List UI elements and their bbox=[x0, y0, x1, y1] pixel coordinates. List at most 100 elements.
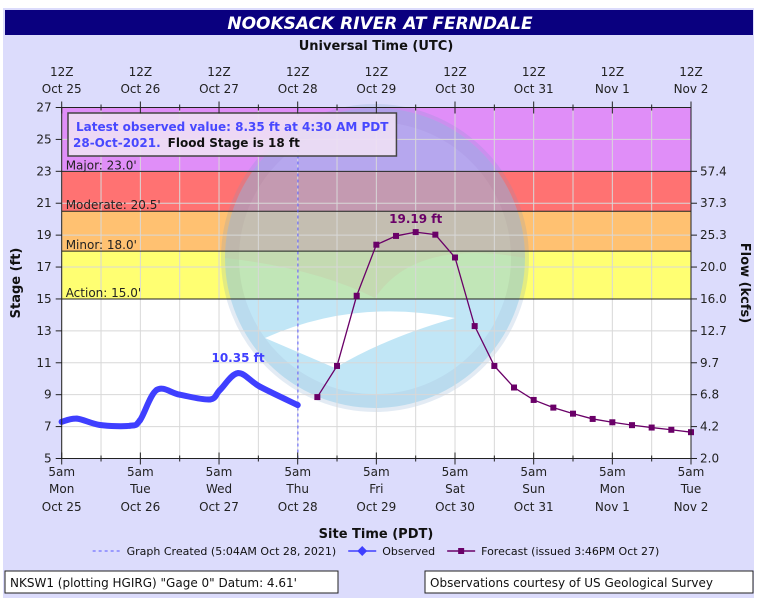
bottom-tick-time: 5am bbox=[442, 465, 469, 479]
forecast-point bbox=[393, 232, 400, 239]
axes: 5 7 9 11 13 15 17 19 21 23 25 27 2.0 4.2 6.8 9.7 12.7 16.… bbox=[36, 65, 726, 514]
observed-point bbox=[126, 422, 133, 429]
bottom-tick-time: 5am bbox=[284, 465, 311, 479]
annotation-box bbox=[67, 112, 398, 157]
bottom-tick-time: 5am bbox=[48, 465, 75, 479]
y-tick-label: 7 bbox=[44, 420, 52, 434]
y-tick-label: 5 bbox=[44, 452, 52, 466]
top-tick-label: 12Z bbox=[50, 65, 74, 79]
y-tick-label: 17 bbox=[36, 260, 51, 274]
flood-label-minor: Minor: 18.0' bbox=[66, 238, 137, 252]
bottom-tick-time: 5am bbox=[599, 465, 626, 479]
top-tick-date: Oct 30 bbox=[435, 82, 475, 96]
chart-title: NOOKSACK RIVER AT FERNDALE bbox=[227, 14, 533, 34]
y-tick-label: 21 bbox=[36, 196, 51, 210]
y2-tick-label: 12.7 bbox=[700, 324, 727, 338]
forecast-point bbox=[668, 426, 675, 433]
forecast-peak-label: 19.19 ft bbox=[389, 212, 442, 226]
observed-point bbox=[137, 417, 144, 424]
footer-right-box bbox=[424, 570, 754, 594]
bottom-tick-day: Fri bbox=[369, 482, 383, 496]
top-tick-date: Oct 27 bbox=[199, 82, 239, 96]
bottom-tick-day: Wed bbox=[206, 482, 232, 496]
forecast-point bbox=[570, 410, 577, 417]
legend: Graph Created (5:04AM Oct 28, 2021) Obse… bbox=[92, 545, 659, 558]
y-tick-label: 9 bbox=[44, 388, 52, 402]
legend-graph-created: Graph Created (5:04AM Oct 28, 2021) bbox=[127, 545, 337, 558]
top-tick-date: Oct 29 bbox=[356, 82, 396, 96]
y-tick-label: 13 bbox=[36, 324, 51, 338]
observed-point bbox=[206, 396, 213, 403]
forecast-point bbox=[511, 384, 518, 391]
bottom-tick-day: Sat bbox=[445, 482, 465, 496]
bottom-tick-day: Sun bbox=[522, 482, 545, 496]
bottom-tick-day: Thu bbox=[285, 482, 309, 496]
bottom-tick-day: Tue bbox=[129, 482, 151, 496]
top-tick-label: 12Z bbox=[522, 65, 546, 79]
top-tick-label: 12Z bbox=[601, 65, 625, 79]
y-tick-label: 15 bbox=[36, 292, 51, 306]
bottom-tick-time: 5am bbox=[127, 465, 154, 479]
y2-tick-label: 9.7 bbox=[700, 356, 719, 370]
bottom-tick-day: Tue bbox=[680, 482, 702, 496]
observed-point bbox=[235, 370, 242, 377]
logo-bird bbox=[265, 311, 455, 368]
flood-label-major: Major: 23.0' bbox=[66, 158, 137, 172]
top-tick-label: 12Z bbox=[286, 65, 310, 79]
forecast-point bbox=[629, 422, 636, 429]
bottom-tick-time: 5am bbox=[520, 465, 547, 479]
title-bar bbox=[5, 10, 753, 35]
y-tick-label: 27 bbox=[36, 101, 51, 115]
y2-tick-label: 20.0 bbox=[700, 260, 727, 274]
flood-label-action: Action: 15.0' bbox=[66, 286, 141, 300]
forecast-point bbox=[353, 292, 360, 299]
bottom-tick-date: Oct 27 bbox=[199, 500, 239, 514]
forecast-point bbox=[471, 323, 478, 330]
y2-axis-title: Flow (kcfs) bbox=[737, 243, 752, 323]
y2-tick-label: 6.8 bbox=[700, 388, 719, 402]
forecast-point bbox=[648, 424, 655, 431]
observed-peak-label: 10.35 ft bbox=[211, 351, 264, 365]
forecast-point bbox=[432, 231, 439, 238]
bottom-tick-day: Mon bbox=[49, 482, 74, 496]
top-tick-label: 12Z bbox=[679, 65, 703, 79]
footer-left-box bbox=[4, 570, 339, 594]
annotation-date: 28-Oct-2021. bbox=[73, 136, 161, 150]
forecast-point bbox=[314, 394, 321, 401]
observed-point bbox=[217, 386, 224, 393]
bottom-tick-date: Nov 2 bbox=[674, 500, 709, 514]
top-tick-date: Oct 31 bbox=[514, 82, 554, 96]
forecast-series-line bbox=[316, 231, 692, 433]
legend-observed: Observed bbox=[382, 545, 435, 558]
bottom-tick-date: Oct 30 bbox=[435, 500, 475, 514]
y2-tick-label: 37.3 bbox=[700, 196, 727, 210]
forecast-point bbox=[373, 241, 380, 248]
observed-point bbox=[153, 386, 160, 393]
forecast-point bbox=[412, 229, 419, 236]
annotation-flood-stage: Flood Stage is 18 ft bbox=[168, 136, 300, 150]
y2-tick-label: 57.4 bbox=[700, 164, 727, 178]
forecast-point bbox=[550, 404, 557, 411]
top-tick-label: 12Z bbox=[207, 65, 231, 79]
top-tick-date: Nov 1 bbox=[595, 82, 630, 96]
observed-point bbox=[73, 415, 80, 422]
legend-forecast-marker bbox=[458, 548, 465, 554]
observed-point bbox=[256, 383, 263, 390]
top-axis-title: Universal Time (UTC) bbox=[299, 39, 454, 54]
footer-right: Observations courtesy of US Geological S… bbox=[430, 576, 713, 590]
forecast-point bbox=[334, 362, 341, 369]
bottom-tick-time: 5am bbox=[206, 465, 233, 479]
top-tick-date: Oct 26 bbox=[120, 82, 160, 96]
forecast-point bbox=[452, 254, 459, 261]
bottom-tick-date: Nov 1 bbox=[595, 500, 630, 514]
forecast-point bbox=[491, 362, 498, 369]
latest-observed-annotation: Latest observed value: 8.35 ft at 4:30 A… bbox=[67, 112, 398, 157]
top-tick-label: 12Z bbox=[129, 65, 153, 79]
y2-tick-label: 2.0 bbox=[700, 452, 719, 466]
bottom-tick-time: 5am bbox=[678, 465, 705, 479]
bottom-tick-date: Oct 31 bbox=[514, 500, 554, 514]
y-axis-title: Stage (ft) bbox=[9, 248, 24, 319]
y-tick-label: 25 bbox=[36, 132, 51, 146]
y-tick-label: 23 bbox=[36, 164, 51, 178]
